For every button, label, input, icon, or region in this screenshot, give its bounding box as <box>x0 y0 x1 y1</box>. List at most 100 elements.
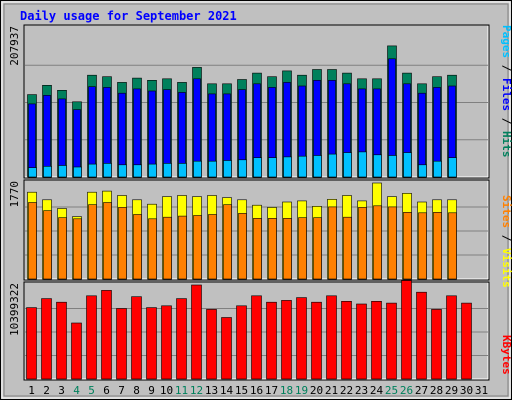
bar-sites-day-10 <box>163 216 172 280</box>
day-label-27: 27 <box>415 384 428 397</box>
day-label-24: 24 <box>370 384 384 397</box>
bar-sites-day-17 <box>268 218 277 280</box>
side-label-part: KBytes <box>500 335 512 375</box>
day-label-18: 18 <box>280 384 293 397</box>
side-label-part: Visits <box>500 248 512 288</box>
day-label-4: 4 <box>73 384 80 397</box>
day-label-30: 30 <box>460 384 473 397</box>
bar-pages-day-27 <box>418 164 427 178</box>
side-label-part: Sites <box>500 195 512 228</box>
side-label-middle: Sites / Visits <box>500 195 512 288</box>
bar-files-day-8 <box>133 88 141 178</box>
bar-kbytes-day-18 <box>281 300 292 380</box>
bar-kbytes-day-15 <box>236 305 247 380</box>
day-label-14: 14 <box>220 384 234 397</box>
bar-pages-day-18 <box>283 156 292 178</box>
bar-sites-day-16 <box>253 218 262 280</box>
bar-sites-day-6 <box>103 202 112 280</box>
day-label-11: 11 <box>175 384 188 397</box>
bar-kbytes-day-4 <box>71 322 82 380</box>
bar-sites-day-13 <box>208 214 217 280</box>
bar-kbytes-day-24 <box>371 300 382 380</box>
bar-kbytes-day-9 <box>146 307 157 380</box>
bar-sites-day-24 <box>373 205 382 280</box>
day-label-29: 29 <box>445 384 458 397</box>
chart-title: Daily usage for September 2021 <box>20 9 237 23</box>
bar-pages-day-25 <box>388 155 397 178</box>
day-label-17: 17 <box>265 384 278 397</box>
day-label-9: 9 <box>148 384 155 397</box>
side-label-part: Hits <box>500 131 512 158</box>
bar-pages-day-10 <box>163 163 172 178</box>
side-label-part: / <box>500 58 512 78</box>
bar-kbytes-day-5 <box>86 295 97 380</box>
bar-kbytes-day-17 <box>266 301 277 380</box>
day-label-31: 31 <box>475 384 488 397</box>
day-labels: 1 2 3 4 5 6 7 8 9 10 11 12 13 14 15 16 17 18 19 20 21 22 23 24 2… <box>28 384 488 397</box>
bar-sites-day-22 <box>343 216 352 280</box>
bar-kbytes-day-14 <box>221 317 232 380</box>
bar-kbytes-day-11 <box>176 298 187 380</box>
day-label-8: 8 <box>133 384 140 397</box>
day-label-21: 21 <box>325 384 338 397</box>
bar-kbytes-day-27 <box>416 291 427 380</box>
day-label-19: 19 <box>295 384 308 397</box>
side-label-part: Files <box>500 78 512 111</box>
bar-kbytes-day-2 <box>41 298 52 380</box>
day-label-25: 25 <box>385 384 398 397</box>
bar-kbytes-day-7 <box>116 308 127 380</box>
side-label-bottom: KBytes <box>500 335 512 375</box>
day-label-1: 1 <box>28 384 35 397</box>
bar-pages-day-2 <box>43 166 52 178</box>
bar-pages-day-5 <box>88 163 97 178</box>
day-label-22: 22 <box>340 384 353 397</box>
bar-sites-day-28 <box>433 212 442 280</box>
day-label-3: 3 <box>58 384 65 397</box>
bar-sites-day-19 <box>298 217 307 280</box>
day-label-5: 5 <box>88 384 95 397</box>
bar-kbytes-day-21 <box>326 295 337 380</box>
panel-bottom: 10399322 <box>8 280 490 381</box>
bar-sites-day-23 <box>358 207 367 280</box>
bar-kbytes-day-13 <box>206 309 217 380</box>
bar-kbytes-day-10 <box>161 305 172 380</box>
bar-kbytes-day-23 <box>356 303 367 380</box>
bar-pages-day-8 <box>133 164 142 178</box>
bar-files-day-1 <box>28 103 36 178</box>
bar-sites-day-14 <box>223 204 232 280</box>
bar-pages-day-6 <box>103 163 112 178</box>
bar-pages-day-3 <box>58 165 67 178</box>
bar-kbytes-day-20 <box>311 301 322 380</box>
bar-pages-day-1 <box>28 167 37 178</box>
panel-top: 207937 <box>8 24 490 179</box>
day-label-15: 15 <box>235 384 248 397</box>
bar-sites-day-12 <box>193 215 202 280</box>
day-label-20: 20 <box>310 384 323 397</box>
bar-kbytes-day-1 <box>26 307 37 380</box>
bar-sites-day-1 <box>28 202 37 280</box>
bar-sites-day-5 <box>88 204 97 280</box>
chart-bevel-dark <box>3 3 509 397</box>
bar-kbytes-day-3 <box>56 301 67 380</box>
side-label-top: Pages / Files / Hits <box>500 25 512 158</box>
bar-sites-day-9 <box>148 218 157 280</box>
day-label-10: 10 <box>160 384 173 397</box>
bar-sites-day-7 <box>118 207 127 280</box>
bar-sites-day-15 <box>238 213 247 280</box>
bar-files-day-2 <box>43 95 51 178</box>
bar-kbytes-day-29 <box>446 295 457 380</box>
bar-kbytes-day-16 <box>251 295 262 380</box>
bar-pages-day-22 <box>343 152 352 178</box>
bar-pages-day-16 <box>253 157 262 178</box>
ymax-label-bottom: 10399322 <box>8 283 21 336</box>
bar-pages-day-12 <box>193 160 202 178</box>
bar-sites-day-18 <box>283 218 292 280</box>
bar-pages-day-15 <box>238 159 247 178</box>
day-label-28: 28 <box>430 384 443 397</box>
bar-pages-day-28 <box>433 160 442 178</box>
bar-pages-day-24 <box>373 154 382 178</box>
bar-sites-day-2 <box>43 210 52 280</box>
bar-kbytes-day-28 <box>431 309 442 380</box>
bar-sites-day-20 <box>313 217 322 280</box>
bar-pages-day-29 <box>448 157 457 178</box>
